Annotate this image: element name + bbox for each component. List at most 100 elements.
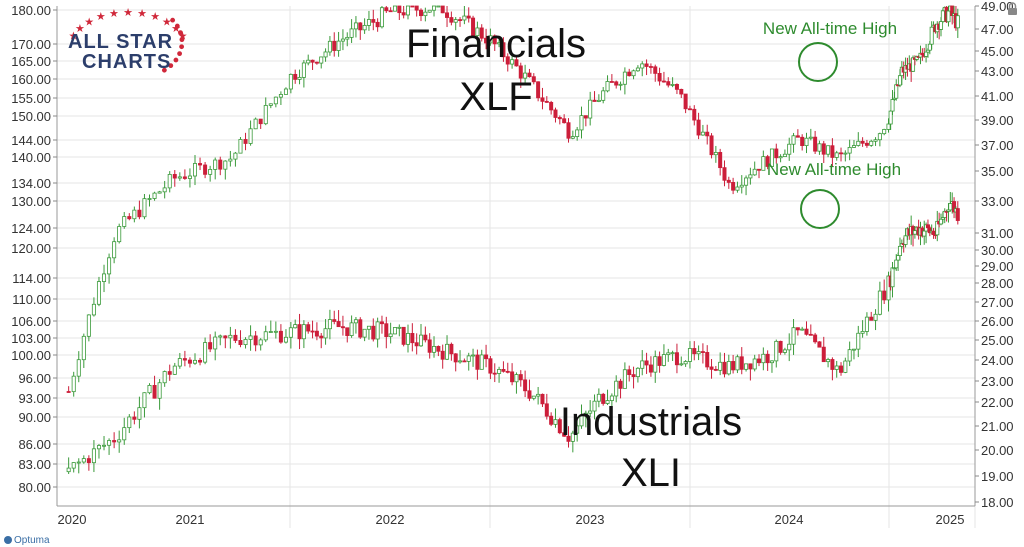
right-tick-label: 18.00 [981, 495, 1014, 510]
candle-body [122, 427, 127, 441]
annotation-xlf-ath: New All-time High [763, 19, 897, 38]
logo-star-icon: ★ [96, 11, 106, 23]
logo-star-icon: ★ [109, 8, 119, 20]
candle-body [795, 135, 800, 138]
candle-body [218, 159, 223, 170]
right-tick-label: 22.00 [981, 395, 1014, 410]
candle-body [177, 176, 182, 179]
candle-body [601, 393, 606, 404]
candle-body [514, 374, 519, 383]
right-tick-label: 25.00 [981, 333, 1014, 348]
candle-body [253, 335, 258, 346]
candle-body [314, 330, 319, 337]
candle-body [609, 395, 614, 401]
candle-body [566, 122, 571, 139]
logo-star-icon: ★ [137, 8, 147, 20]
right-tick-label: 45.00 [981, 44, 1014, 59]
candle-body [557, 117, 562, 120]
candle-body [588, 99, 593, 119]
candle-body [501, 369, 506, 372]
candle-body [76, 359, 81, 377]
candle-body [297, 324, 302, 340]
candle-body [96, 281, 101, 305]
candle-body [427, 9, 432, 13]
series-xlf [66, 5, 960, 397]
candle-body [644, 63, 649, 67]
candle-body [137, 209, 142, 218]
candle-body [223, 160, 228, 170]
candle-body [696, 119, 701, 136]
right-tick-label: 24.00 [981, 353, 1014, 368]
candle-body [670, 84, 675, 86]
right-tick-label: 47.00 [981, 22, 1014, 37]
annotation-circle-xlf [798, 42, 838, 82]
candle-body [726, 179, 731, 183]
logo-dot [179, 44, 185, 50]
candle-body [248, 335, 253, 340]
x-tick-label: 2024 [775, 512, 804, 527]
candle-body [182, 358, 187, 361]
candle-body [896, 255, 901, 261]
candle-body [692, 108, 697, 121]
candle-body [718, 152, 723, 169]
candle-body [362, 328, 367, 338]
candle-body [371, 19, 376, 23]
candle-body [142, 392, 147, 409]
candle-body [332, 40, 337, 51]
candle-body [436, 346, 441, 352]
candle-body [782, 153, 787, 158]
candle-body [445, 343, 450, 360]
candle-body [263, 331, 268, 341]
candle-body [514, 59, 519, 67]
candle-body [609, 81, 614, 83]
candle-body [592, 99, 597, 102]
candle-body [877, 290, 882, 315]
candle-body [903, 235, 908, 245]
left-tick-label: 114.00 [12, 271, 51, 286]
candle-body [440, 350, 445, 360]
candle-body [192, 359, 197, 364]
candle-body [332, 319, 337, 322]
candle-body [839, 365, 844, 373]
candle-body [81, 458, 86, 463]
candle-body [462, 360, 467, 363]
left-tick-label: 130.00 [11, 194, 51, 209]
candle-body [596, 393, 601, 402]
candle-body [897, 245, 902, 256]
left-tick-label: 124.00 [11, 221, 51, 236]
candle-body [527, 390, 532, 399]
candle-body [670, 352, 675, 355]
candle-body [375, 21, 380, 28]
candle-body [449, 17, 454, 23]
logo-dot [173, 57, 179, 63]
lock-icon[interactable] [1008, 2, 1017, 15]
candle-body [718, 361, 723, 371]
candle-body [890, 99, 895, 112]
right-tick-label: 37.00 [981, 138, 1014, 153]
candle-body [640, 360, 645, 369]
x-tick-label: 2020 [58, 512, 87, 527]
candle-body [310, 330, 315, 333]
candle-body [187, 359, 192, 364]
candle-body [147, 198, 152, 200]
candle-body [233, 334, 238, 341]
candle-body [213, 159, 218, 170]
logo-star-icon: ★ [171, 23, 181, 35]
candle-body [605, 400, 610, 404]
candle-body [536, 393, 541, 397]
candle-body [635, 67, 640, 72]
candle-body [929, 26, 934, 45]
candle-body [401, 12, 406, 16]
candle-body [540, 393, 545, 405]
candle-body [631, 70, 636, 77]
candle-body [132, 416, 137, 420]
candle-body [657, 72, 662, 82]
candle-body [518, 374, 523, 381]
candle-body [666, 352, 671, 355]
candle-body [847, 147, 852, 154]
candle-body [81, 335, 86, 361]
candle-body [419, 334, 424, 347]
annotation-circle-xli [800, 189, 840, 229]
candle-body [575, 425, 580, 434]
candle-body [912, 230, 917, 235]
